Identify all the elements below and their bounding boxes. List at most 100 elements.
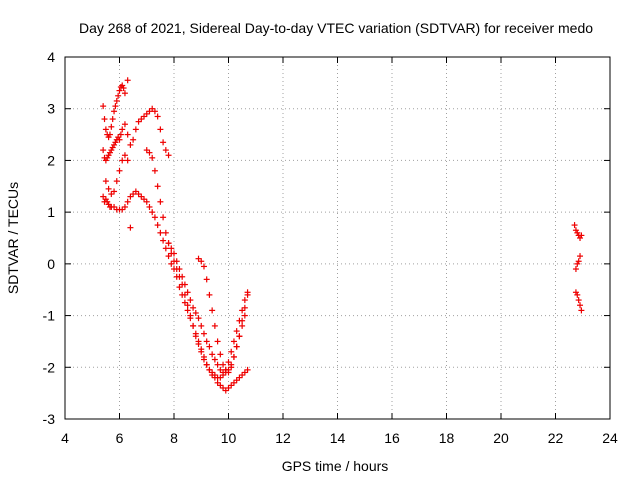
data-point: [115, 92, 122, 99]
data-point: [176, 266, 183, 273]
data-point: [124, 157, 131, 164]
data-point: [162, 147, 169, 154]
y-tick-label: -1: [43, 308, 56, 324]
data-point: [120, 85, 127, 92]
data-point: [228, 348, 235, 355]
plot-frame: [64, 56, 611, 420]
data-point: [165, 240, 172, 247]
data-point: [100, 147, 107, 154]
data-point: [149, 154, 156, 161]
data-point: [577, 302, 584, 309]
chart-title: Day 268 of 2021, Sidereal Day-to-day VTE…: [79, 20, 593, 36]
data-point: [130, 136, 137, 143]
data-point: [105, 185, 112, 192]
data-point: [233, 343, 240, 350]
grid: [65, 57, 610, 419]
y-tick-label: 1: [47, 204, 55, 220]
y-axis-label: SDTVAR / TECUs: [5, 182, 21, 294]
data-point: [184, 307, 191, 314]
y-tick-label: 0: [47, 256, 55, 272]
data-point: [143, 198, 150, 205]
data-point: [577, 253, 584, 260]
data-point: [244, 366, 251, 373]
data-point: [244, 291, 251, 298]
data-point: [211, 356, 218, 363]
data-point: [146, 149, 153, 156]
x-tick-label: 24: [602, 430, 618, 446]
data-point: [192, 333, 199, 340]
data-point: [106, 131, 113, 138]
data-point: [127, 224, 134, 231]
data-point: [203, 361, 210, 368]
data-point: [121, 152, 128, 159]
data-point: [124, 198, 131, 205]
x-tick-label: 14: [330, 430, 346, 446]
data-point: [575, 258, 582, 265]
data-point: [101, 116, 108, 123]
data-point: [230, 353, 237, 360]
data-point: [157, 126, 164, 133]
data-point: [200, 263, 207, 270]
data-point: [127, 141, 134, 148]
data-point: [241, 312, 248, 319]
data-point: [146, 203, 153, 210]
data-point: [214, 338, 221, 345]
data-point: [113, 97, 120, 104]
data-point: [116, 167, 123, 174]
data-point: [116, 87, 123, 94]
data-point: [578, 232, 585, 239]
x-tick-label: 12: [275, 430, 291, 446]
data-point: [102, 126, 109, 133]
data-point: [195, 315, 202, 322]
data-point: [154, 222, 161, 229]
x-tick-label: 22: [548, 430, 564, 446]
data-point: [149, 209, 156, 216]
data-point: [157, 229, 164, 236]
data-point: [203, 276, 210, 283]
data-point: [190, 304, 197, 311]
data-point: [239, 317, 246, 324]
data-point: [187, 312, 194, 319]
data-point: [203, 338, 210, 345]
data-point: [102, 178, 109, 185]
data-point: [220, 361, 227, 368]
data-point: [200, 356, 207, 363]
data-point: [154, 183, 161, 190]
data-point: [179, 273, 186, 280]
data-point: [121, 203, 128, 210]
data-point: [162, 245, 169, 252]
x-axis-label: GPS time / hours: [282, 458, 389, 474]
data-point: [206, 291, 213, 298]
data-point: [119, 157, 126, 164]
data-point: [236, 333, 243, 340]
data-point: [124, 131, 131, 138]
data-point: [100, 103, 107, 110]
data-point: [578, 307, 585, 314]
data-point: [119, 126, 126, 133]
data-point: [233, 328, 240, 335]
data-point: [209, 307, 216, 314]
x-tick-label: 16: [384, 430, 400, 446]
data-point: [217, 351, 224, 358]
data-point: [198, 258, 205, 265]
x-tick-label: 20: [493, 430, 509, 446]
data-point: [121, 90, 128, 97]
data-point: [187, 297, 194, 304]
y-tick-label: 3: [47, 101, 55, 117]
data-point: [165, 152, 172, 159]
data-point: [116, 136, 123, 143]
data-point: [209, 351, 216, 358]
data-point: [157, 198, 164, 205]
data-point: [198, 322, 205, 329]
data-point: [195, 341, 202, 348]
data-point: [184, 289, 191, 296]
data-point: [171, 250, 177, 257]
data-point: [154, 113, 161, 120]
data-point: [230, 338, 237, 345]
data-point: [117, 131, 124, 138]
data-point: [241, 297, 248, 304]
data-point: [198, 348, 205, 355]
data-point: [121, 121, 128, 128]
